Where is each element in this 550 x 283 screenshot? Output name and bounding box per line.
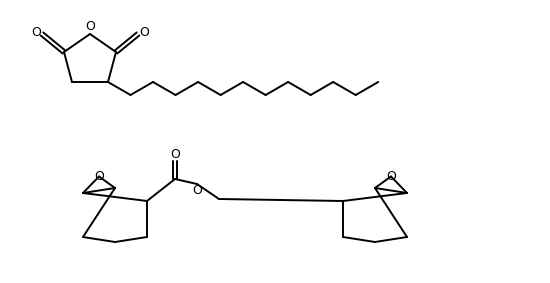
Text: O: O bbox=[31, 25, 41, 38]
Text: O: O bbox=[386, 170, 396, 183]
Text: O: O bbox=[192, 183, 202, 196]
Text: O: O bbox=[139, 25, 149, 38]
Text: O: O bbox=[94, 170, 104, 183]
Text: O: O bbox=[170, 149, 180, 162]
Text: O: O bbox=[85, 20, 95, 33]
